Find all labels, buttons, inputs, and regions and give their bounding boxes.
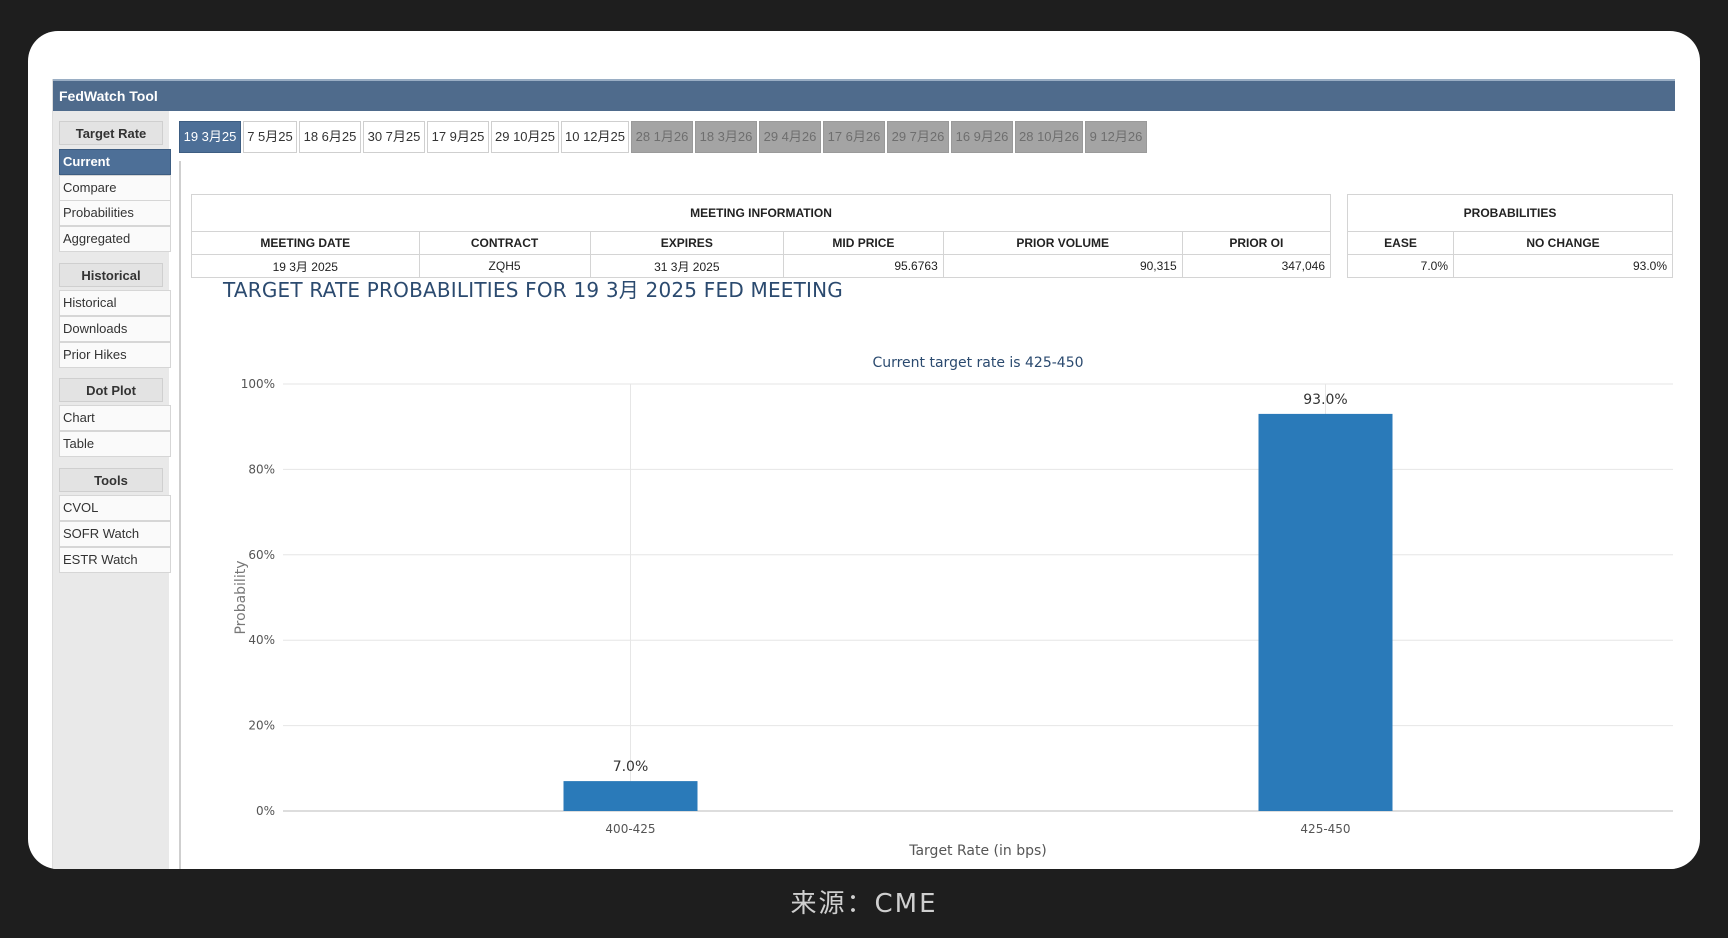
x-axis-title: Target Rate (in bps) [908,843,1047,859]
sidebar-item-prior-hikes[interactable]: Prior Hikes [59,342,171,368]
value-no-change: 93.0% [1453,254,1673,278]
tab-meeting-13[interactable]: 28 10月26 [1015,121,1083,153]
y-tick-label: 20% [248,719,275,733]
sidebar-heading-tools: Tools [59,468,163,492]
meeting-info-title: MEETING INFORMATION [191,194,1331,232]
value-mid-price: 95.6763 [783,254,944,278]
sidebar-item-sofr-watch[interactable]: SOFR Watch [59,521,171,547]
value-ease: 7.0% [1347,254,1454,278]
tab-meeting-4[interactable]: 17 9月25 [427,121,489,153]
tab-meeting-0[interactable]: 19 3月25 [179,121,241,153]
value-prior-oi: 347,046 [1181,254,1332,278]
sidebar: Target Rate Current Compare Probabilitie… [53,111,171,869]
tab-meeting-3[interactable]: 30 7月25 [363,121,425,153]
fedwatch-app: FedWatch Tool Target Rate Current Compar… [52,79,1675,869]
sidebar-item-historical[interactable]: Historical [59,290,171,316]
x-tick-label: 425-450 [1300,822,1350,836]
header-prior-oi: PRIOR OI [1181,231,1332,255]
chart-subtitle: Current target rate is 425-450 [872,355,1083,371]
chart-title: TARGET RATE PROBABILITIES FOR 19 3月 2025… [223,278,843,302]
y-tick-label: 100% [241,377,275,391]
sidebar-item-cvol[interactable]: CVOL [59,495,171,521]
tab-meeting-2[interactable]: 18 6月25 [299,121,361,153]
sidebar-item-table[interactable]: Table [59,431,171,457]
sidebar-item-estr-watch[interactable]: ESTR Watch [59,547,171,573]
y-tick-label: 40% [248,633,275,647]
sidebar-heading-historical: Historical [59,263,163,287]
sidebar-item-current[interactable]: Current [59,149,171,175]
header-expires: EXPIRES [589,231,785,255]
sidebar-heading-target-rate: Target Rate [59,121,163,145]
probability-chart: Current target rate is 425-450 0% 20% 40% 60… [233,355,1673,859]
header-contract: CONTRACT [418,231,591,255]
sidebar-item-compare[interactable]: Compare [59,175,171,201]
header-mid-price: MID PRICE [783,231,944,255]
tab-meeting-12[interactable]: 16 9月26 [951,121,1013,153]
probabilities-title: PROBABILITIES [1347,194,1673,232]
value-prior-volume: 90,315 [942,254,1183,278]
sidebar-item-downloads[interactable]: Downloads [59,316,171,342]
app-title: FedWatch Tool [53,79,1675,111]
y-tick-label: 80% [248,462,275,476]
sidebar-item-probabilities[interactable]: Probabilities [59,200,171,226]
bar-400-425 [563,781,698,811]
meeting-info-table: MEETING INFORMATION MEETING DATE CONTRAC… [191,194,1332,278]
sidebar-item-aggregated[interactable]: Aggregated [59,226,171,252]
tab-meeting-10[interactable]: 17 6月26 [823,121,885,153]
probabilities-table: PROBABILITIES EASE NO CHANGE 7.0% 93.0% [1347,194,1673,278]
value-meeting-date: 19 3月 2025 [191,254,420,278]
header-no-change: NO CHANGE [1453,231,1673,255]
header-meeting-date: MEETING DATE [191,231,420,255]
source-caption: 来源：CME [790,889,938,919]
content-area [179,161,1677,869]
y-tick-label: 60% [248,548,275,562]
data-label: 93.0% [1303,392,1347,408]
header-prior-volume: PRIOR VOLUME [942,231,1183,255]
tab-meeting-11[interactable]: 29 7月26 [887,121,949,153]
tab-meeting-1[interactable]: 7 5月25 [243,121,297,153]
bar-425-450 [1258,413,1393,811]
tab-meeting-6[interactable]: 10 12月25 [561,121,629,153]
value-contract: ZQH5 [418,254,591,278]
tab-meeting-9[interactable]: 29 4月26 [759,121,821,153]
value-expires: 31 3月 2025 [589,254,785,278]
x-tick-label: 400-425 [605,822,655,836]
tab-meeting-5[interactable]: 29 10月25 [491,121,559,153]
data-label: 7.0% [613,759,649,775]
tab-meeting-14[interactable]: 9 12月26 [1085,121,1147,153]
sidebar-item-chart[interactable]: Chart [59,405,171,431]
screenshot-card: FedWatch Tool Target Rate Current Compar… [28,31,1700,869]
tab-meeting-7[interactable]: 28 1月26 [631,121,693,153]
y-tick-label: 0% [256,804,275,818]
sidebar-heading-dot-plot: Dot Plot [59,378,163,402]
header-ease: EASE [1347,231,1454,255]
y-axis-title: Probability [233,560,249,634]
tab-meeting-8[interactable]: 18 3月26 [695,121,757,153]
